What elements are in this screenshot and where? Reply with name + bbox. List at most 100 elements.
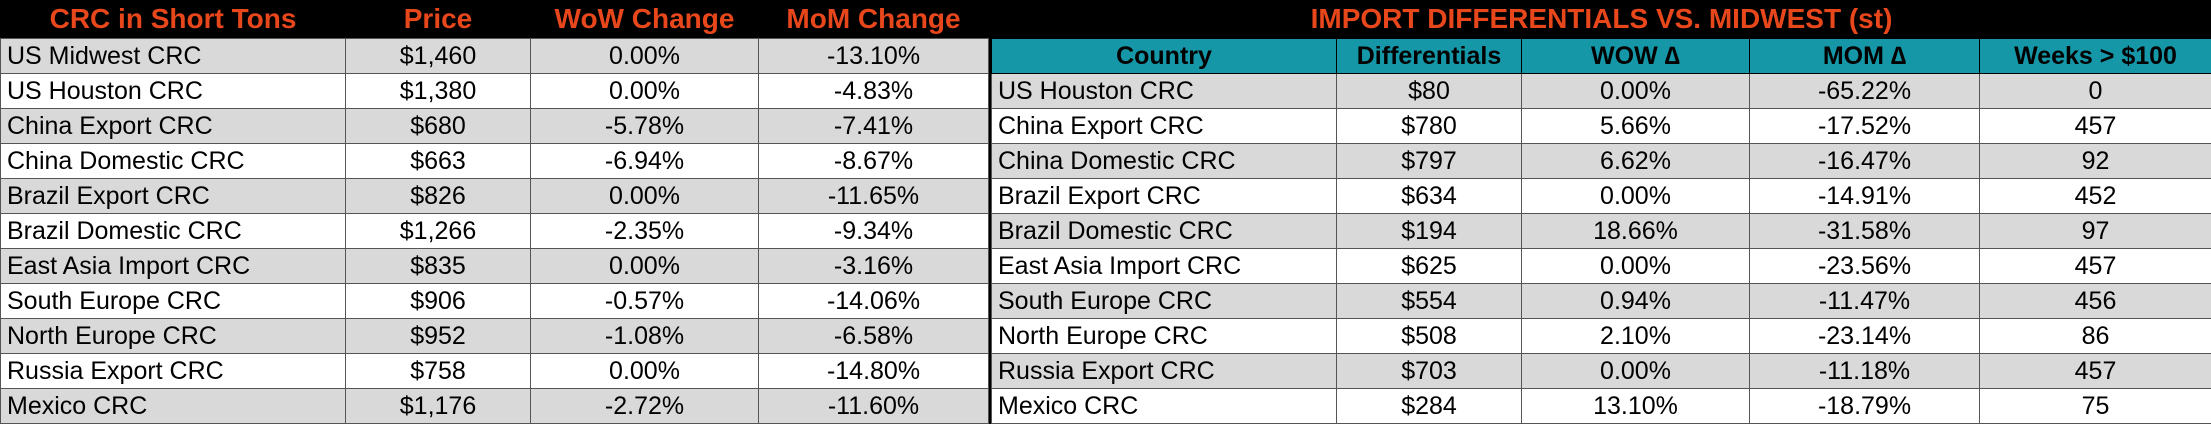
weeks-over-100-cell: 75 (1980, 389, 2211, 424)
wow-delta-cell: 18.66% (1522, 214, 1750, 249)
country-cell: East Asia Import CRC (992, 249, 1337, 284)
col-header-product: CRC in Short Tons (1, 0, 346, 39)
price-cell: $1,176 (346, 389, 531, 424)
table-row: South Europe CRC$906-0.57%-14.06% (1, 284, 989, 319)
country-cell: Brazil Export CRC (992, 179, 1337, 214)
mom-change-cell: -9.34% (759, 214, 989, 249)
price-cell: $680 (346, 109, 531, 144)
product-cell: China Export CRC (1, 109, 346, 144)
weeks-over-100-cell: 457 (1980, 109, 2211, 144)
mom-delta-cell: -18.79% (1750, 389, 1980, 424)
import-differentials-title-row: IMPORT DIFFERENTIALS VS. MIDWEST (st) (992, 0, 2211, 39)
table-row: China Domestic CRC$663-6.94%-8.67% (1, 144, 989, 179)
mom-delta-cell: -17.52% (1750, 109, 1980, 144)
country-cell: China Export CRC (992, 109, 1337, 144)
country-cell: North Europe CRC (992, 319, 1337, 354)
price-cell: $906 (346, 284, 531, 319)
wow-change-cell: 0.00% (531, 249, 759, 284)
mom-change-cell: -3.16% (759, 249, 989, 284)
mom-delta-cell: -14.91% (1750, 179, 1980, 214)
country-cell: Brazil Domestic CRC (992, 214, 1337, 249)
differential-cell: $80 (1337, 74, 1522, 109)
weeks-over-100-cell: 457 (1980, 354, 2211, 389)
crc-price-table: CRC in Short Tons Price WoW Change MoM C… (0, 0, 989, 424)
wow-delta-cell: 5.66% (1522, 109, 1750, 144)
table-row: China Export CRC$680-5.78%-7.41% (1, 109, 989, 144)
product-cell: Brazil Export CRC (1, 179, 346, 214)
differential-cell: $194 (1337, 214, 1522, 249)
col-header-mom-delta: MOM ∆ (1750, 39, 1980, 74)
differential-cell: $634 (1337, 179, 1522, 214)
col-header-price: Price (346, 0, 531, 39)
wow-change-cell: 0.00% (531, 179, 759, 214)
wow-change-cell: -6.94% (531, 144, 759, 179)
wow-change-cell: 0.00% (531, 354, 759, 389)
mom-delta-cell: -23.56% (1750, 249, 1980, 284)
weeks-over-100-cell: 86 (1980, 319, 2211, 354)
product-cell: US Midwest CRC (1, 39, 346, 74)
product-cell: US Houston CRC (1, 74, 346, 109)
mom-change-cell: -7.41% (759, 109, 989, 144)
col-header-weeks-over-100: Weeks > $100 (1980, 39, 2211, 74)
wow-delta-cell: 0.94% (1522, 284, 1750, 319)
wow-change-cell: -2.35% (531, 214, 759, 249)
wow-change-cell: 0.00% (531, 39, 759, 74)
mom-change-cell: -11.65% (759, 179, 989, 214)
mom-change-cell: -13.10% (759, 39, 989, 74)
import-differentials-title: IMPORT DIFFERENTIALS VS. MIDWEST (st) (992, 0, 2211, 39)
mom-change-cell: -8.67% (759, 144, 989, 179)
mom-change-cell: -14.06% (759, 284, 989, 319)
country-cell: Mexico CRC (992, 389, 1337, 424)
price-cell: $826 (346, 179, 531, 214)
col-header-wow-delta: WOW ∆ (1522, 39, 1750, 74)
col-header-country: Country (992, 39, 1337, 74)
price-cell: $663 (346, 144, 531, 179)
weeks-over-100-cell: 97 (1980, 214, 2211, 249)
weeks-over-100-cell: 456 (1980, 284, 2211, 319)
country-cell: Russia Export CRC (992, 354, 1337, 389)
price-cell: $1,460 (346, 39, 531, 74)
country-cell: South Europe CRC (992, 284, 1337, 319)
table-row: Brazil Domestic CRC$1,266-2.35%-9.34% (1, 214, 989, 249)
mom-delta-cell: -11.18% (1750, 354, 1980, 389)
differential-cell: $508 (1337, 319, 1522, 354)
country-cell: US Houston CRC (992, 74, 1337, 109)
table-row: North Europe CRC$952-1.08%-6.58% (1, 319, 989, 354)
col-header-wow-change: WoW Change (531, 0, 759, 39)
wow-delta-cell: 0.00% (1522, 74, 1750, 109)
crc-price-header-row: CRC in Short Tons Price WoW Change MoM C… (1, 0, 989, 39)
price-cell: $835 (346, 249, 531, 284)
wow-change-cell: -5.78% (531, 109, 759, 144)
wow-delta-cell: 2.10% (1522, 319, 1750, 354)
differential-cell: $797 (1337, 144, 1522, 179)
import-differentials-table: IMPORT DIFFERENTIALS VS. MIDWEST (st) Co… (991, 0, 2211, 424)
wow-change-cell: -0.57% (531, 284, 759, 319)
price-cell: $758 (346, 354, 531, 389)
mom-delta-cell: -65.22% (1750, 74, 1980, 109)
mom-change-cell: -14.80% (759, 354, 989, 389)
mom-change-cell: -4.83% (759, 74, 989, 109)
wow-change-cell: -2.72% (531, 389, 759, 424)
weeks-over-100-cell: 92 (1980, 144, 2211, 179)
mom-delta-cell: -23.14% (1750, 319, 1980, 354)
table-row: Mexico CRC$1,176-2.72%-11.60% (1, 389, 989, 424)
mom-change-cell: -6.58% (759, 319, 989, 354)
product-cell: North Europe CRC (1, 319, 346, 354)
price-cell: $952 (346, 319, 531, 354)
differential-cell: $703 (1337, 354, 1522, 389)
wow-delta-cell: 6.62% (1522, 144, 1750, 179)
differential-cell: $554 (1337, 284, 1522, 319)
price-cell: $1,266 (346, 214, 531, 249)
col-header-differentials: Differentials (1337, 39, 1522, 74)
wow-delta-cell: 0.00% (1522, 179, 1750, 214)
